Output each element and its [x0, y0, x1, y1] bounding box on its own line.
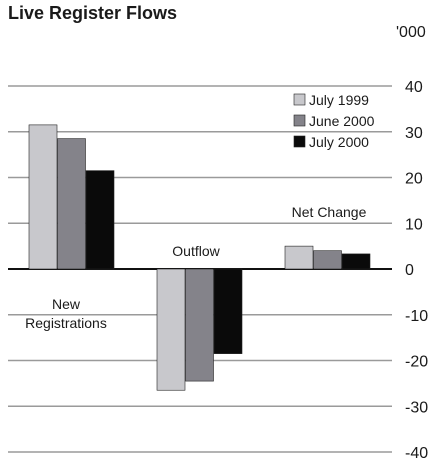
category-label: Outflow	[172, 243, 220, 259]
bar	[185, 268, 214, 382]
y-axis-ticks: 40 30 20 10 0 -10 -20 -30 -40	[405, 79, 428, 461]
y-tick-label: 30	[405, 125, 423, 142]
legend-label: July 2000	[309, 134, 369, 150]
category-labels: New Registrations Outflow Net Change	[25, 204, 366, 331]
bar	[313, 250, 342, 270]
chart-title: Live Register Flows	[8, 3, 178, 23]
legend: July 1999 June 2000 July 2000	[293, 92, 375, 150]
y-tick-label: 0	[405, 262, 414, 279]
legend-label: July 1999	[309, 92, 369, 108]
y-tick-label: -30	[405, 399, 428, 416]
bar	[284, 245, 314, 270]
bar	[57, 138, 86, 270]
category-label: Net Change	[292, 204, 367, 220]
y-tick-label: -10	[405, 308, 428, 325]
legend-swatch	[293, 93, 306, 106]
bar	[156, 268, 186, 391]
bar	[341, 253, 371, 270]
legend-swatch	[293, 135, 306, 148]
y-tick-label: -40	[405, 445, 428, 461]
bar	[85, 170, 115, 270]
bar	[28, 124, 58, 270]
category-label: New	[52, 296, 81, 312]
bar	[213, 268, 243, 354]
bars	[28, 124, 371, 391]
category-label: Registrations	[25, 315, 107, 331]
y-tick-label: 40	[405, 79, 423, 96]
legend-swatch	[293, 114, 306, 127]
unit-label: '000	[396, 24, 426, 41]
y-tick-label: 20	[405, 171, 423, 188]
y-tick-label: 10	[405, 216, 423, 233]
legend-label: June 2000	[309, 113, 375, 129]
y-tick-label: -20	[405, 354, 428, 371]
